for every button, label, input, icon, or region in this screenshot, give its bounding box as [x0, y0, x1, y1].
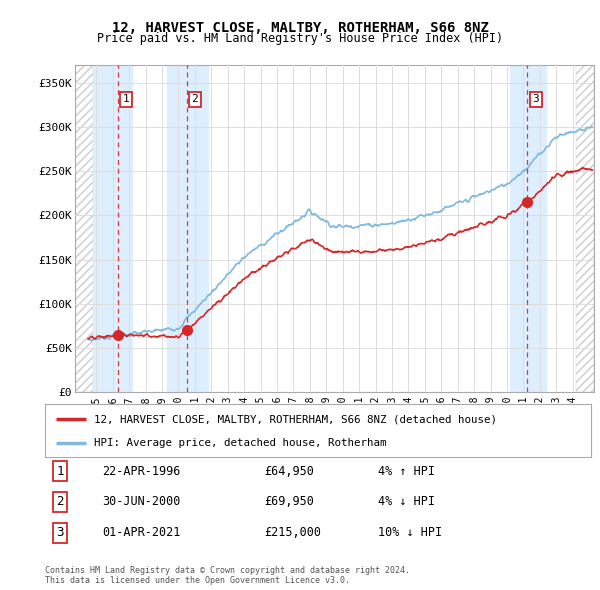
Text: 3: 3 — [56, 526, 64, 539]
Text: £215,000: £215,000 — [264, 526, 321, 539]
Text: 22-APR-1996: 22-APR-1996 — [102, 465, 181, 478]
Text: 1: 1 — [123, 94, 130, 104]
Text: 3: 3 — [532, 94, 539, 104]
Text: This data is licensed under the Open Government Licence v3.0.: This data is licensed under the Open Gov… — [45, 576, 350, 585]
Text: 2: 2 — [56, 496, 64, 509]
Bar — [167, 65, 208, 392]
Bar — [93, 65, 133, 392]
Bar — [576, 65, 594, 392]
Text: 1: 1 — [56, 465, 64, 478]
Text: 30-JUN-2000: 30-JUN-2000 — [102, 496, 181, 509]
Text: Contains HM Land Registry data © Crown copyright and database right 2024.: Contains HM Land Registry data © Crown c… — [45, 566, 410, 575]
Text: 12, HARVEST CLOSE, MALTBY, ROTHERHAM, S66 8NZ: 12, HARVEST CLOSE, MALTBY, ROTHERHAM, S6… — [112, 21, 488, 35]
Text: 2: 2 — [191, 94, 199, 104]
Bar — [510, 65, 547, 392]
Text: 01-APR-2021: 01-APR-2021 — [102, 526, 181, 539]
Text: £64,950: £64,950 — [264, 465, 314, 478]
Text: 10% ↓ HPI: 10% ↓ HPI — [378, 526, 442, 539]
Bar — [75, 65, 93, 392]
Text: 4% ↑ HPI: 4% ↑ HPI — [378, 465, 435, 478]
Text: £69,950: £69,950 — [264, 496, 314, 509]
Text: HPI: Average price, detached house, Rotherham: HPI: Average price, detached house, Roth… — [94, 438, 386, 448]
Text: Price paid vs. HM Land Registry's House Price Index (HPI): Price paid vs. HM Land Registry's House … — [97, 32, 503, 45]
Text: 4% ↓ HPI: 4% ↓ HPI — [378, 496, 435, 509]
Text: 12, HARVEST CLOSE, MALTBY, ROTHERHAM, S66 8NZ (detached house): 12, HARVEST CLOSE, MALTBY, ROTHERHAM, S6… — [94, 414, 497, 424]
